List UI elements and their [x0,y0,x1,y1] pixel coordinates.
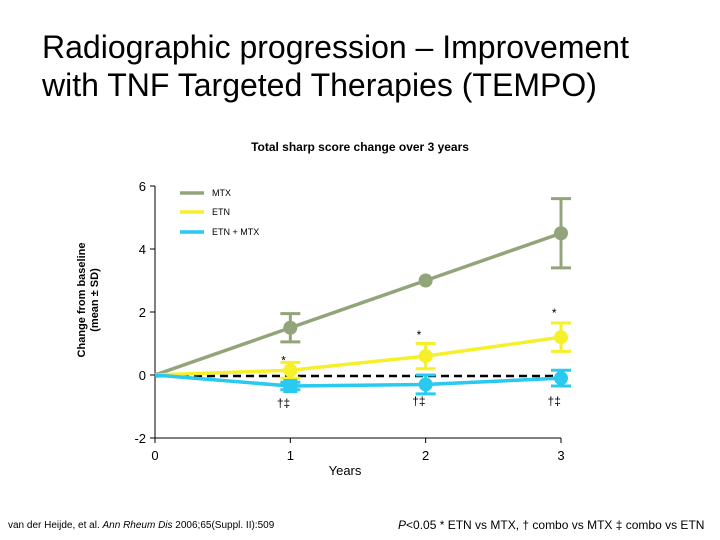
y-axis-label-sub: (mean ± SD) [89,268,101,332]
significance-marker: †‡ [412,394,425,408]
x-tick-label: 0 [151,448,158,463]
y-tick-label: 0 [139,368,146,383]
data-point-mtx [283,320,298,335]
x-axis-label: Years [329,463,362,478]
data-point-etn-mtx [554,371,568,386]
reference-citation: van der Heijde, et al. Ann Rheum Dis 200… [8,520,274,531]
reference-details: 2006;65(Suppl. II):509 [172,520,275,531]
legend-label: ETN [212,207,230,217]
data-point-mtx [554,226,568,241]
significance-marker: * [281,353,286,367]
slide-title: Radiographic progression – Improvement w… [42,28,629,104]
y-tick-label: 2 [139,305,146,320]
slide-title-line-2: with TNF Targeted Therapies (TEMPO) [42,67,597,103]
significance-note: P<0.05 * ETN vs MTX, † combo vs MTX ‡ co… [398,518,704,532]
data-point-etn-mtx [283,379,298,394]
reference-authors: van der Heijde, et al. [8,520,103,531]
data-point-etn [283,363,298,378]
y-tick-label: 4 [139,242,146,257]
x-tick-label: 1 [287,448,294,463]
significance-marker: * [417,328,422,342]
data-point-etn [418,349,433,364]
legend-label: ETN + MTX [212,227,259,237]
slide-title-line-1: Radiographic progression – Improvement [42,29,629,65]
chart-title: Total sharp score change over 3 years [251,140,469,154]
data-point-etn [554,330,568,345]
x-tick-label: 3 [557,448,564,463]
y-tick-label: 6 [139,179,146,194]
y-axis-label: Change from baseline [76,243,88,358]
y-tick-label: -2 [134,431,146,446]
series-line-etn-mtx [154,373,562,388]
significance-marker: †‡ [548,394,561,408]
x-tick-label: 2 [422,448,429,463]
data-point-etn-mtx [418,377,433,392]
legend-label: MTX [212,188,231,198]
data-point-mtx [418,273,433,288]
significance-marker: †‡ [277,396,290,410]
reference-journal: Ann Rheum Dis [102,520,173,531]
series-line-etn [154,335,562,377]
significance-text: <0.05 * ETN vs MTX, † combo vs MTX ‡ com… [406,518,705,532]
significance-p: P [398,518,407,532]
series-line-mtx [154,231,562,377]
significance-marker: * [552,306,557,320]
